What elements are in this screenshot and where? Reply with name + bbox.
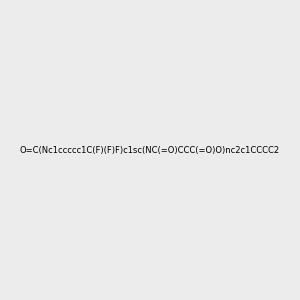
Text: O=C(Nc1ccccc1C(F)(F)F)c1sc(NC(=O)CCC(=O)O)nc2c1CCCC2: O=C(Nc1ccccc1C(F)(F)F)c1sc(NC(=O)CCC(=O)… xyxy=(20,146,280,154)
